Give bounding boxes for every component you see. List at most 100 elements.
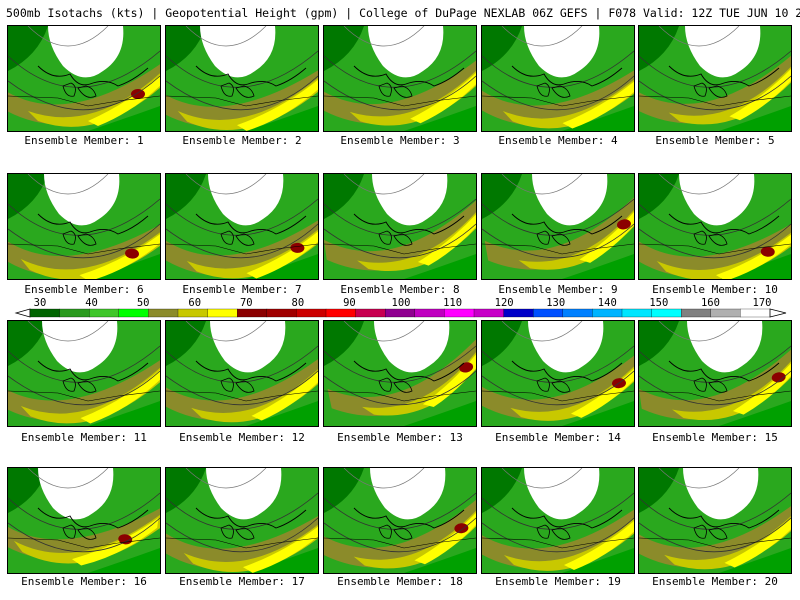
coastline (668, 65, 780, 87)
coastline (37, 65, 149, 87)
great-lake (77, 233, 97, 246)
low-wind-region (200, 26, 276, 78)
colorbar-tick-label: 120 (495, 297, 514, 309)
ensemble-member-label: Ensemble Member: 18 (337, 575, 463, 588)
isotach-map (639, 26, 791, 131)
height-contour (658, 174, 740, 195)
ensemble-member-panel (7, 467, 161, 574)
height-contour (482, 517, 634, 553)
height-contour (8, 517, 160, 553)
height-contour (8, 75, 160, 111)
isotach-band-70kt (80, 367, 160, 424)
wind-field-40kt (562, 401, 634, 426)
great-lake (708, 527, 728, 540)
colorbar-swatch (562, 308, 593, 318)
low-wind-region (48, 26, 124, 78)
low-wind-region (206, 468, 282, 520)
colorbar-swatch (414, 308, 445, 318)
wind-field-30kt (482, 321, 522, 366)
colorbar-tick-label: 80 (292, 297, 305, 309)
isotach-map (639, 468, 791, 573)
border-line (324, 95, 476, 107)
wind-field-40kt (562, 254, 634, 279)
coastline (37, 507, 149, 529)
great-lake (235, 85, 255, 98)
isotach-band-70kt (417, 198, 476, 266)
coastline (195, 213, 307, 235)
great-lake (220, 230, 234, 245)
isotach-map (324, 321, 476, 426)
ensemble-member-label: Ensemble Member: 14 (495, 431, 621, 444)
border-line (324, 537, 476, 549)
height-contour (324, 75, 476, 111)
height-contour (324, 223, 476, 259)
great-lake (393, 380, 413, 393)
isotach-band-70kt (732, 347, 791, 415)
wind-field-40kt (719, 401, 791, 426)
coastline (511, 360, 623, 382)
isotach-band-50kt (166, 503, 318, 569)
isotach-map (324, 26, 476, 131)
wind-field-30kt (324, 321, 364, 366)
coastline (353, 65, 465, 87)
ensemble-member-panel (7, 320, 161, 427)
border-line (8, 537, 160, 549)
wind-field-30kt (166, 26, 206, 71)
page-title: 500mb Isotachs (kts) | Geopotential Heig… (6, 6, 800, 20)
isotach-band-50kt (482, 56, 634, 126)
height-contour (501, 174, 583, 195)
isotach-map (166, 174, 318, 279)
isotach-map (8, 174, 160, 279)
great-lake (378, 230, 392, 245)
wind-field-40kt (719, 106, 791, 131)
wind-field-30kt (166, 468, 206, 513)
isotach-max (459, 362, 474, 373)
ensemble-member-label: Ensemble Member: 1 (24, 134, 144, 147)
wind-field-40kt (562, 106, 634, 131)
great-lake (378, 524, 392, 539)
colorbar-swatch (325, 308, 357, 318)
wind-field-30kt (324, 468, 364, 513)
height-contour (639, 370, 791, 406)
wind-field-40kt (88, 401, 160, 426)
wind-field-40kt (719, 548, 791, 573)
colorbar-tick-label: 160 (701, 297, 720, 309)
colorbar-swatch (237, 308, 268, 318)
ensemble-member-label: Ensemble Member: 4 (498, 134, 618, 147)
isotach-max (617, 219, 631, 230)
ensemble-member-label: Ensemble Member: 17 (179, 575, 305, 588)
isotach-band-70kt (414, 499, 476, 565)
isotach-max (125, 248, 140, 259)
height-contour (639, 75, 791, 111)
isotach-band-70kt (79, 230, 160, 279)
border-line (639, 95, 791, 107)
isotach-map (482, 321, 634, 426)
colorbar-tick-label: 130 (546, 297, 565, 309)
wind-field-30kt (8, 468, 48, 513)
ensemble-member-label: Ensemble Member: 10 (652, 283, 778, 296)
colorbar-swatch (503, 308, 534, 318)
isotach-max (290, 242, 305, 253)
height-contour (185, 26, 267, 47)
colorbar-arrow-left (14, 308, 31, 318)
isotach-band-70kt (715, 227, 791, 279)
height-contour (639, 517, 791, 553)
height-contour (343, 321, 425, 342)
low-wind-region (524, 468, 600, 520)
ensemble-member-label: Ensemble Member: 15 (652, 431, 778, 444)
coastline (37, 360, 149, 382)
border-line (639, 390, 791, 402)
great-lake (693, 377, 707, 392)
ensemble-member-panel (481, 320, 635, 427)
wind-field-40kt (404, 106, 476, 131)
height-contour (185, 321, 267, 342)
great-lake (693, 82, 707, 97)
wind-field-40kt (246, 254, 318, 279)
colorbar-swatch (118, 308, 149, 318)
ensemble-member-panel (323, 173, 477, 280)
ensemble-member-panel (165, 173, 319, 280)
colorbar-swatch (89, 308, 120, 318)
border-line (324, 390, 476, 402)
low-wind-region (42, 321, 118, 373)
colorbar-swatch (473, 308, 505, 318)
